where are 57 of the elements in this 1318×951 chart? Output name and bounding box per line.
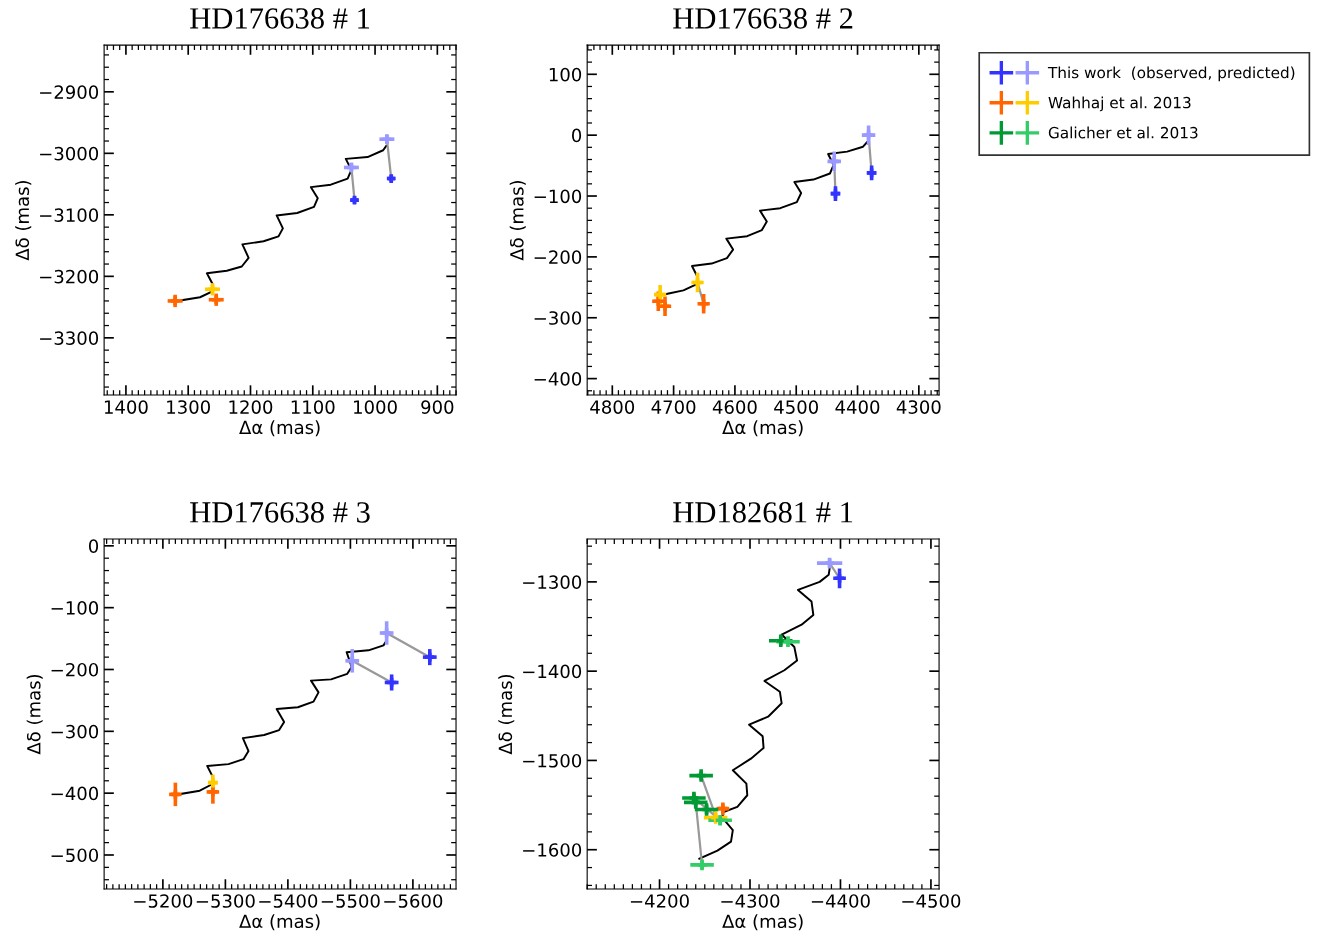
x-tick-label: 4300 [896,400,941,414]
text: Wahhaj et al. 2013 [1048,96,1191,112]
y-tick-label: 0 [572,128,582,143]
y-tick-label: −2900 [40,85,99,99]
y-axis-title: Δδ (mas) [498,674,515,755]
y-axis-title: Δδ (mas) [15,180,32,261]
y-tick-label: −3200 [40,269,99,284]
x-tick-label: 1300 [167,400,210,414]
x-tick-label: 4600 [712,400,757,414]
y-tick-label: −1300 [523,575,582,589]
x-axis-title: Δα (mas) [239,914,320,931]
y-tick-label: −1600 [523,843,582,857]
y-tick-label: −3000 [40,146,99,161]
x-tick-label: 1000 [354,400,397,414]
x-tick-label: −5600 [384,894,443,908]
y-tick-label: 100 [549,67,582,82]
y-tick-label: −400 [51,786,99,801]
chart-title: HD176638 # 1 [190,8,370,29]
x-axis-title: Δα (mas) [722,914,803,931]
y-tick-label: 0 [88,539,99,553]
y-tick-label: −100 [51,601,99,615]
y-tick-label: −300 [51,724,99,739]
x-tick-label: 4700 [651,400,696,414]
x-tick-label: −4400 [811,894,870,908]
x-tick-label: −4200 [630,894,689,908]
y-tick-label: −200 [534,250,582,264]
text: This work (observed, predicted) [1047,66,1295,82]
y-tick-label: −1500 [523,753,582,768]
x-tick-label: −4300 [721,894,780,908]
x-tick-label: −4500 [902,894,961,908]
y-tick-label: −100 [534,189,582,204]
x-tick-label: 4500 [774,400,818,414]
y-axis-title: Δδ (mas) [26,674,43,755]
x-tick-label: −5200 [134,894,193,908]
x-axis-title: Δα (mas) [239,420,320,437]
x-tick-label: −5500 [321,894,380,908]
x-tick-label: −5400 [259,894,318,908]
x-tick-label: 4400 [835,400,880,414]
y-tick-label: −3100 [40,208,99,222]
y-tick-label: −3300 [40,331,99,345]
x-tick-label: 900 [421,400,454,414]
y-tick-label: −400 [534,372,582,386]
chart-title: HD176638 # 2 [673,8,853,29]
x-axis-title: Δα (mas) [722,420,803,437]
x-tick-label: 1200 [229,400,273,414]
x-tick-label: 4800 [590,400,635,414]
x-tick-label: 1100 [291,400,335,414]
y-tick-label: −1400 [523,664,582,679]
chart-title: HD176638 # 3 [190,502,370,523]
chart-title: HD182681 # 1 [673,502,853,523]
x-tick-label: 1400 [104,400,148,414]
y-tick-label: −300 [534,311,582,325]
x-tick-label: −5300 [196,894,255,908]
y-axis-title: Δδ (mas) [509,180,526,261]
y-tick-label: −200 [51,662,99,677]
text: Galicher et al. 2013 [1048,126,1198,139]
y-tick-label: −500 [51,848,99,863]
